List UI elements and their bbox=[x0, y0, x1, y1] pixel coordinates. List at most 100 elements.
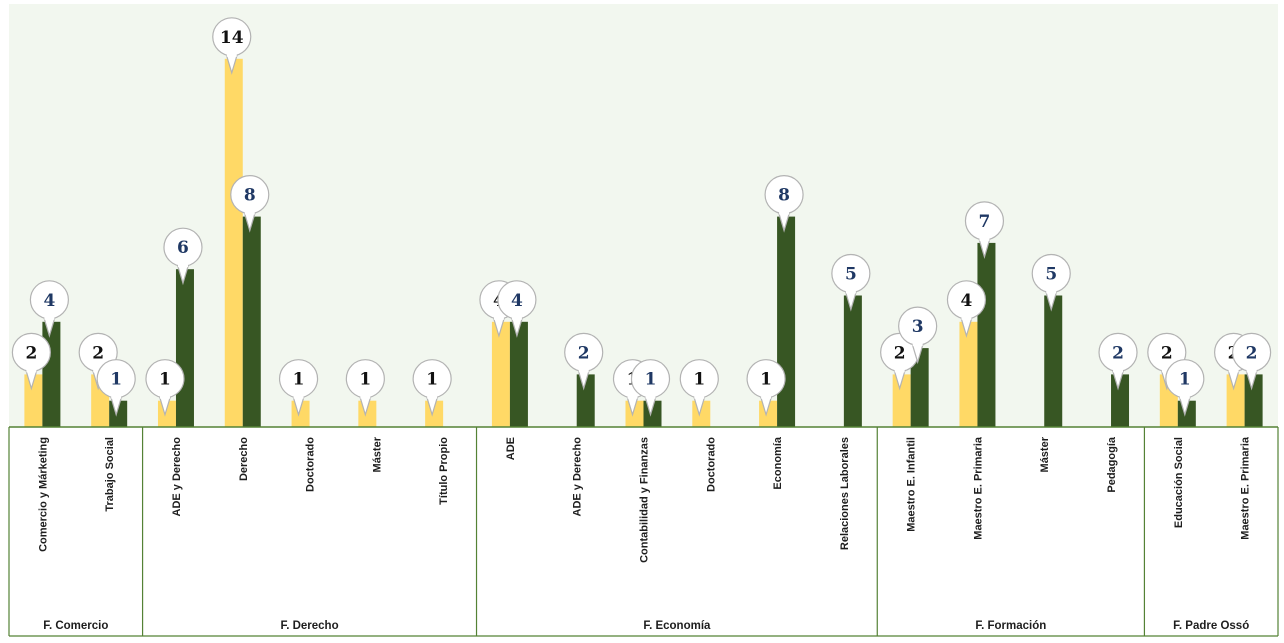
bar-series-a-18 bbox=[1226, 374, 1245, 427]
plot-area bbox=[9, 4, 1278, 427]
data-label-b-16: 2 bbox=[1098, 332, 1138, 391]
data-label-b-18-text: 2 bbox=[1246, 343, 1258, 363]
bar-series-a-13 bbox=[892, 374, 911, 427]
category-label-14: Maestro E. Primaria bbox=[972, 436, 984, 540]
data-label-b-17-text: 1 bbox=[1179, 370, 1191, 390]
category-label-17: Educación Social bbox=[1173, 437, 1185, 528]
axis-frame bbox=[8, 426, 1279, 637]
data-label-a-4: 1 bbox=[278, 359, 319, 417]
bar-series-b-8 bbox=[576, 374, 595, 427]
data-label-a-2-text: 1 bbox=[159, 370, 171, 390]
data-label-a-17-text: 2 bbox=[1161, 343, 1173, 363]
bar-series-b-15 bbox=[1044, 295, 1063, 427]
data-label-a-14: 4 bbox=[946, 280, 987, 338]
category-label-2: ADE y Derecho bbox=[171, 437, 183, 517]
data-label-a-0-text: 2 bbox=[25, 343, 37, 363]
data-label-b-7-text: 4 bbox=[511, 291, 523, 311]
category-labels: Comercio y Márketing Trabajo Social ADE y … bbox=[37, 436, 1251, 563]
group-label-4: F. Padre Ossó bbox=[1173, 620, 1249, 632]
data-label-b-17: 1 bbox=[1165, 359, 1205, 417]
category-label-10: Doctorado bbox=[705, 437, 717, 492]
bar-series-a-7 bbox=[491, 321, 510, 427]
group-label-3: F. Formación bbox=[975, 620, 1046, 632]
data-label-a-11: 1 bbox=[746, 359, 786, 417]
data-label-b-2: 6 bbox=[163, 227, 203, 286]
data-label-b-3: 8 bbox=[230, 175, 270, 233]
data-label-a-14-text: 4 bbox=[961, 291, 973, 311]
data-label-a-3-text: 14 bbox=[220, 28, 244, 48]
data-label-a-5-text: 1 bbox=[359, 370, 371, 390]
data-label-a-5: 1 bbox=[345, 359, 385, 417]
bar-series-b-16 bbox=[1111, 374, 1130, 427]
data-label-b-0-text: 4 bbox=[43, 291, 55, 311]
data-label-a-13-text: 2 bbox=[894, 343, 906, 363]
data-label-a-10: 1 bbox=[679, 359, 719, 417]
data-label-a-3: 14 bbox=[212, 17, 252, 75]
data-label-b-12-text: 5 bbox=[845, 265, 857, 285]
category-label-8: ADE y Derecho bbox=[572, 437, 584, 517]
bar-series-b-3 bbox=[242, 216, 261, 427]
group-label-1: F. Derecho bbox=[280, 620, 338, 632]
bar-series-b-13 bbox=[910, 348, 929, 427]
category-label-0: Comercio y Márketing bbox=[37, 437, 49, 552]
group-label-2: F. Economía bbox=[643, 620, 711, 632]
data-label-b-13: 3 bbox=[898, 306, 938, 365]
group-label-0: F. Comercio bbox=[43, 620, 108, 632]
category-label-6: Título Propio bbox=[438, 437, 450, 505]
data-label-a-4-text: 1 bbox=[293, 370, 305, 390]
bar-series-b-7 bbox=[509, 321, 528, 427]
category-label-4: Doctorado bbox=[305, 437, 317, 492]
data-label-b-11: 8 bbox=[764, 175, 804, 233]
data-label-b-16-text: 2 bbox=[1112, 343, 1124, 363]
data-label-b-8: 2 bbox=[564, 332, 604, 391]
category-label-5: Máster bbox=[371, 436, 383, 472]
data-labels: 2421161481114421111852347522122 bbox=[11, 17, 1272, 417]
bar-series-b-18 bbox=[1244, 374, 1263, 427]
data-label-a-11-text: 1 bbox=[760, 370, 772, 390]
data-label-b-15: 5 bbox=[1031, 253, 1071, 312]
bar-series-b-2 bbox=[175, 269, 194, 427]
category-label-18: Maestro E. Primaria bbox=[1240, 436, 1252, 540]
data-label-b-9: 1 bbox=[630, 359, 671, 417]
bar-series-a-14 bbox=[959, 321, 978, 427]
data-label-a-2: 1 bbox=[145, 359, 185, 417]
data-label-b-8-text: 2 bbox=[578, 343, 590, 363]
data-label-a-0: 2 bbox=[11, 332, 51, 391]
data-label-a-10-text: 1 bbox=[693, 370, 705, 390]
data-label-b-7: 4 bbox=[497, 280, 537, 338]
data-label-b-1: 1 bbox=[96, 359, 136, 417]
bar-series-a-0 bbox=[24, 374, 43, 427]
data-label-a-6-text: 1 bbox=[426, 370, 438, 390]
category-label-12: Relaciones Laborales bbox=[839, 437, 851, 550]
category-label-7: ADE bbox=[505, 437, 517, 460]
category-label-16: Pedagogía bbox=[1106, 436, 1118, 493]
bar-series-b-12 bbox=[843, 295, 862, 427]
bar-series-b-14 bbox=[977, 242, 996, 427]
data-label-b-11-text: 8 bbox=[778, 186, 790, 206]
data-label-b-9-text: 1 bbox=[645, 370, 657, 390]
data-label-b-3-text: 8 bbox=[244, 186, 256, 206]
data-label-b-13-text: 3 bbox=[912, 317, 924, 337]
data-label-b-1-text: 1 bbox=[110, 370, 122, 390]
bar-series-b-0 bbox=[42, 321, 61, 427]
data-label-b-18: 2 bbox=[1232, 332, 1272, 391]
data-label-b-0: 4 bbox=[29, 280, 69, 338]
data-label-b-14: 7 bbox=[964, 201, 1005, 259]
category-label-11: Economía bbox=[772, 436, 784, 489]
category-label-1: Trabajo Social bbox=[104, 437, 116, 512]
group-labels: F. Comercio F. Derecho F. Economía F. Forma… bbox=[43, 620, 1249, 632]
data-label-a-1-text: 2 bbox=[92, 343, 104, 363]
data-label-b-14-text: 7 bbox=[979, 212, 991, 232]
category-label-13: Maestro E. Infantil bbox=[906, 437, 918, 532]
data-label-a-6: 1 bbox=[412, 359, 452, 417]
category-label-9: Contabilidad y Finanzas bbox=[639, 437, 651, 563]
bar-series-a-3 bbox=[224, 58, 243, 428]
category-label-3: Derecho bbox=[238, 437, 250, 481]
data-label-b-12: 5 bbox=[831, 253, 871, 312]
bar-series-b-11 bbox=[777, 216, 796, 427]
data-label-b-2-text: 6 bbox=[177, 238, 189, 258]
category-label-15: Máster bbox=[1039, 436, 1051, 472]
data-label-b-15-text: 5 bbox=[1045, 265, 1057, 285]
